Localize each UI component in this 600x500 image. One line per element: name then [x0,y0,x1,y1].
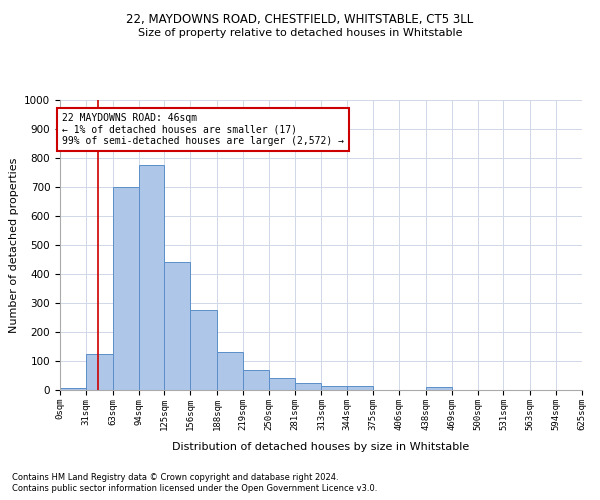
Bar [269,378,295,390]
Bar [164,262,190,390]
Bar [190,310,217,390]
Text: 22 MAYDOWNS ROAD: 46sqm
← 1% of detached houses are smaller (17)
99% of semi-det: 22 MAYDOWNS ROAD: 46sqm ← 1% of detached… [62,113,344,146]
Bar [347,386,373,390]
Text: Distribution of detached houses by size in Whitstable: Distribution of detached houses by size … [172,442,470,452]
Text: Contains HM Land Registry data © Crown copyright and database right 2024.: Contains HM Land Registry data © Crown c… [12,472,338,482]
Text: Contains public sector information licensed under the Open Government Licence v3: Contains public sector information licen… [12,484,377,493]
Bar [322,386,347,390]
Text: Size of property relative to detached houses in Whitstable: Size of property relative to detached ho… [138,28,462,38]
Y-axis label: Number of detached properties: Number of detached properties [8,158,19,332]
Bar [295,383,322,390]
Bar [243,370,269,390]
Bar [113,187,139,390]
Bar [86,354,113,390]
Bar [426,387,452,390]
Text: 22, MAYDOWNS ROAD, CHESTFIELD, WHITSTABLE, CT5 3LL: 22, MAYDOWNS ROAD, CHESTFIELD, WHITSTABL… [127,12,473,26]
Bar [217,352,243,390]
Bar [60,388,86,390]
Bar [139,166,164,390]
